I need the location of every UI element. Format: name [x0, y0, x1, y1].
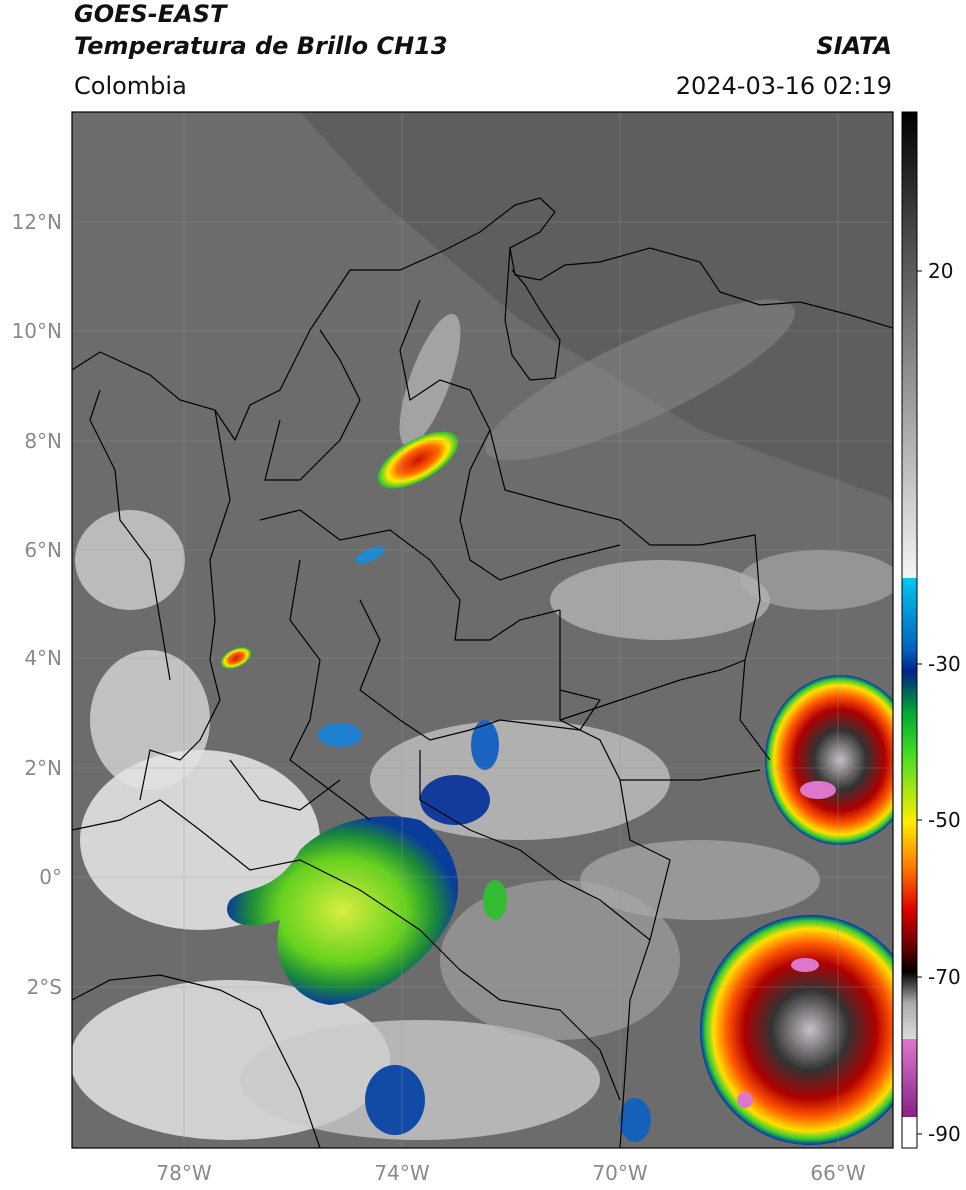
lat-label-12n: 12°N — [12, 210, 62, 234]
lon-label-74w: 74°W — [374, 1161, 429, 1185]
source-label: SIATA — [816, 32, 892, 60]
map-frame — [71, 111, 894, 1149]
lat-label-6n: 6°N — [24, 538, 62, 562]
lat-label-10n: 10°N — [12, 319, 62, 343]
satellite-imagery — [72, 112, 893, 1148]
storm-cell-south — [227, 816, 459, 1005]
storm-cell-east — [765, 675, 893, 845]
region-label: Colombia — [74, 72, 187, 100]
latitude-labels: 12°N 10°N 8°N 6°N 4°N 2°N 0° 2°S — [12, 210, 62, 999]
colorbar-label-20: 20 — [928, 259, 953, 283]
colorbar-label-m70: -70 — [928, 965, 961, 989]
lat-label-4n: 4°N — [24, 646, 62, 670]
lat-label-0: 0° — [39, 865, 62, 889]
lat-label-2n: 2°N — [24, 756, 62, 780]
colorbar-label-m90: -90 — [928, 1122, 961, 1146]
lon-label-70w: 70°W — [592, 1161, 647, 1185]
colorbar-label-m50: -50 — [928, 808, 961, 832]
colorbar — [901, 111, 918, 1149]
colorbar-label-m30: -30 — [928, 652, 961, 676]
title-satellite: GOES-EAST — [74, 0, 227, 28]
longitude-labels: 78°W 74°W 70°W 66°W — [156, 1161, 865, 1185]
country-borders — [72, 197, 893, 1148]
lat-label-2s: 2°S — [27, 975, 62, 999]
title-product: Temperatura de Brillo CH13 — [74, 32, 448, 60]
colorbar-ticks — [917, 270, 922, 1135]
storm-cell-north — [377, 431, 459, 489]
storm-cell-southeast — [700, 915, 893, 1145]
lat-label-8n: 8°N — [24, 429, 62, 453]
timestamp-label: 2024-03-16 02:19 — [675, 72, 892, 100]
lon-label-78w: 78°W — [156, 1161, 211, 1185]
lon-label-66w: 66°W — [810, 1161, 865, 1185]
graticule — [72, 112, 893, 1148]
